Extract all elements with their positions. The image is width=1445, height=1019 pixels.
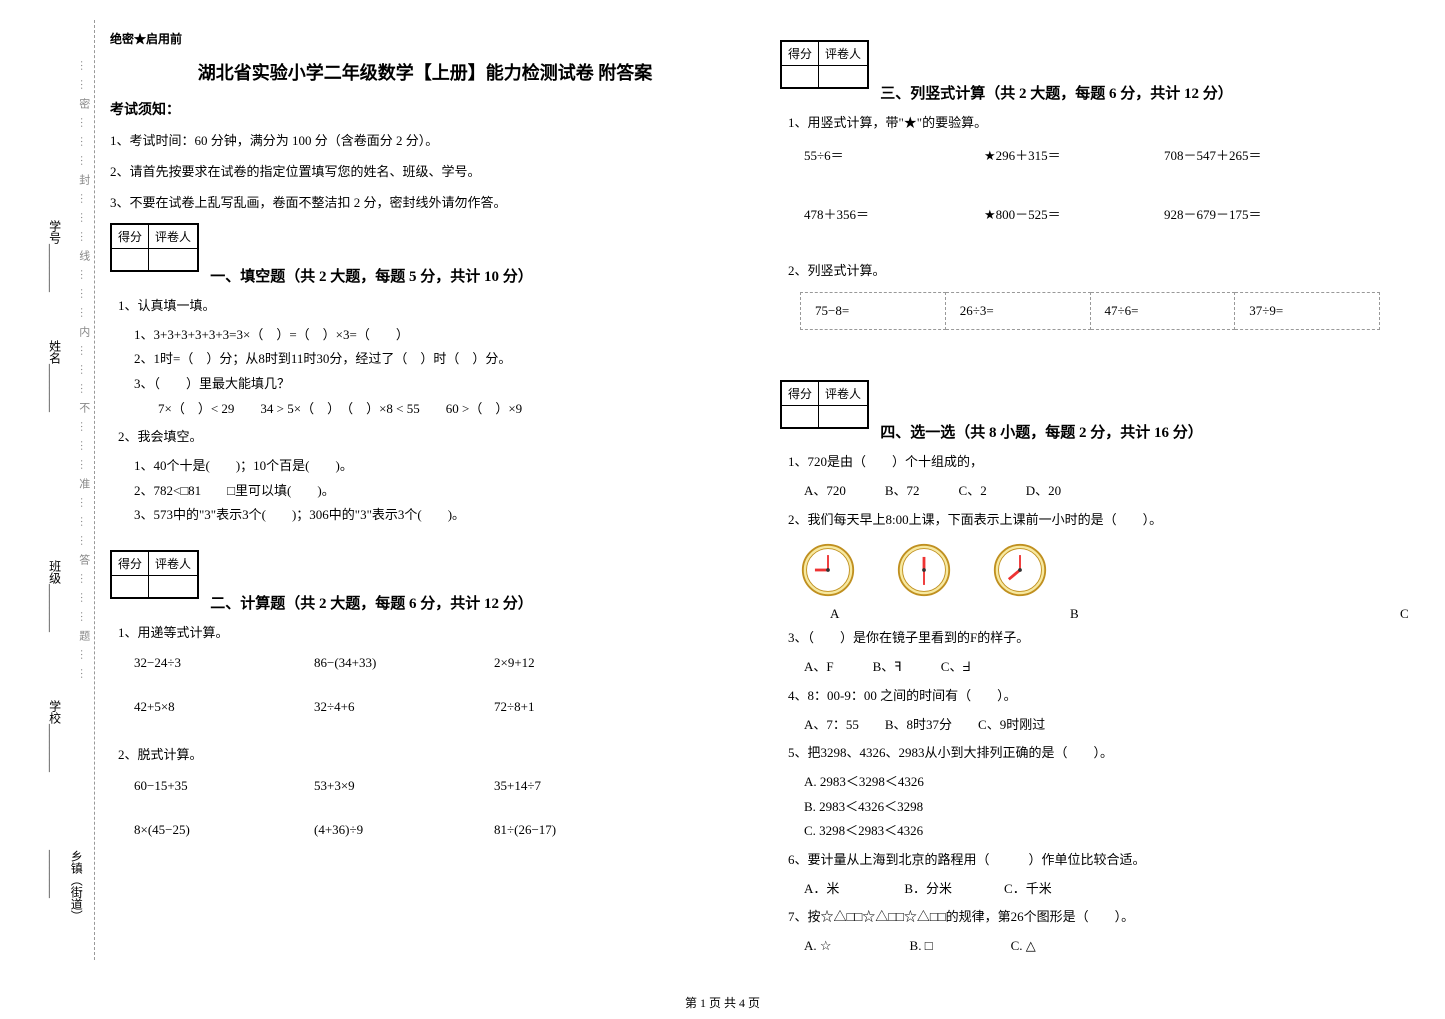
grader-label: 评卷人	[149, 225, 198, 249]
clock-labels: A B C	[830, 606, 1410, 622]
s1-q1: 1、认真填一填。	[118, 294, 740, 319]
s4-q2: 2、我们每天早上8:00上课，下面表示上课前一小时的是（ ）。	[788, 508, 1410, 533]
s3-q2: 2、列竖式计算。	[788, 259, 1410, 284]
seal-line-text: ……密………封………线………内………不………准………答………题……	[73, 60, 93, 960]
s4-q5b: B. 2983＜4326＜3298	[804, 795, 1410, 820]
clock-row	[800, 542, 1410, 598]
table-cell: 47÷6=	[1090, 292, 1235, 329]
s2-row2: 42+5×8 32÷4+6 72÷8+1	[134, 699, 740, 715]
s1-q1-3a: 7×（ ）< 29 34 > 5×（ ） （ ）×8 < 55 60 >（ ）×…	[158, 397, 740, 422]
section-2-title: 二、计算题（共 2 大题，每题 6 分，共计 12 分）	[210, 592, 533, 613]
calc-cell: 32−24÷3	[134, 655, 254, 671]
section-1-header: 得分评卷人 一、填空题（共 2 大题，每题 5 分，共计 10 分）	[110, 223, 740, 286]
calc-cell: 55÷6＝	[804, 145, 924, 164]
clock-label-b: B	[1070, 606, 1400, 622]
confidential-label: 绝密★启用前	[110, 30, 740, 47]
s2-row3: 60−15+35 53+3×9 35+14÷7	[134, 778, 740, 794]
clock-icon-c	[992, 542, 1048, 598]
calc-cell: 86−(34+33)	[314, 655, 434, 671]
calc-cell: ★296＋315＝	[984, 145, 1104, 164]
s1-q1-2: 2、1时=（ ）分；从8时到11时30分，经过了（ ）时（ ）分。	[134, 347, 740, 372]
table-cell: 26÷3=	[945, 292, 1090, 329]
s2-row4: 8×(45−25) (4+36)÷9 81÷(26−17)	[134, 822, 740, 838]
clock-icon-b	[896, 542, 952, 598]
binding-name: 姓名________	[43, 340, 65, 412]
s4-q5a: A. 2983＜3298＜4326	[804, 770, 1410, 795]
notice-1: 1、考试时间：60 分钟，满分为 100 分（含卷面分 2 分）。	[110, 131, 740, 152]
s4-q3-options: A、F B、ꟻ C、ᖵ	[804, 655, 1410, 680]
s4-q1-options: A、720 B、72 C、2 D、20	[804, 479, 1410, 504]
right-column: 得分评卷人 三、列竖式计算（共 2 大题，每题 6 分，共计 12 分） 1、用…	[780, 30, 1410, 959]
s4-q1: 1、720是由（ ）个十组成的，	[788, 450, 1410, 475]
s1-q2: 2、我会填空。	[118, 425, 740, 450]
page-footer: 第 1 页 共 4 页	[0, 994, 1445, 1011]
calc-cell: 928－679－175＝	[1164, 204, 1284, 223]
calc-cell: (4+36)÷9	[314, 822, 434, 838]
s3-row2: 478＋356＝ ★800－525＝ 928－679－175＝	[804, 204, 1410, 223]
vertical-calc-table: 75−8= 26÷3= 47÷6= 37÷9=	[800, 292, 1380, 330]
s1-q1-1: 1、3+3+3+3+3+3=3×（ ）=（ ）×3=（ ）	[134, 323, 740, 348]
binding-margin: 乡镇（街道）________ 学校________ 班级________ 姓名_…	[15, 20, 95, 960]
section-3-header: 得分评卷人 三、列竖式计算（共 2 大题，每题 6 分，共计 12 分）	[780, 40, 1410, 103]
s4-q7-options: A. ☆ B. □ C. △	[804, 934, 1410, 959]
notice-2: 2、请首先按要求在试卷的指定位置填写您的姓名、班级、学号。	[110, 162, 740, 183]
calc-cell: 8×(45−25)	[134, 822, 254, 838]
s1-q2-1: 1、40个十是( )；10个百是( )。	[134, 454, 740, 479]
section-2-header: 得分评卷人 二、计算题（共 2 大题，每题 6 分，共计 12 分）	[110, 550, 740, 613]
clock-icon-a	[800, 542, 856, 598]
binding-school: 学校________	[43, 700, 65, 772]
calc-cell: 72÷8+1	[494, 699, 614, 715]
calc-cell: 53+3×9	[314, 778, 434, 794]
calc-cell: 81÷(26−17)	[494, 822, 614, 838]
s4-q4: 4、8：00-9：00 之间的时间有（ ）。	[788, 684, 1410, 709]
s2-q1: 1、用递等式计算。	[118, 621, 740, 646]
score-box-3: 得分评卷人	[780, 40, 869, 89]
page-title: 湖北省实验小学二年级数学【上册】能力检测试卷 附答案	[110, 59, 740, 85]
s3-row1: 55÷6＝ ★296＋315＝ 708－547＋265＝	[804, 145, 1410, 164]
s4-q5c: C. 3298＜2983＜4326	[804, 819, 1410, 844]
section-4-header: 得分评卷人 四、选一选（共 8 小题，每题 2 分，共计 16 分）	[780, 380, 1410, 443]
s4-q4-options: A、7：55 B、8时37分 C、9时刚过	[804, 713, 1410, 738]
s4-q6-options: A．米 B．分米 C．千米	[804, 877, 1410, 902]
section-1-title: 一、填空题（共 2 大题，每题 5 分，共计 10 分）	[210, 265, 533, 286]
table-cell: 37÷9=	[1235, 292, 1380, 329]
binding-id: 学号________	[43, 220, 65, 292]
section-4-title: 四、选一选（共 8 小题，每题 2 分，共计 16 分）	[880, 421, 1203, 442]
score-box-4: 得分评卷人	[780, 380, 869, 429]
notice-head: 考试须知：	[110, 99, 740, 119]
calc-cell: 2×9+12	[494, 655, 614, 671]
calc-cell: 60−15+35	[134, 778, 254, 794]
s4-q7: 7、按☆△□□☆△□□☆△□□的规律，第26个图形是（ ）。	[788, 905, 1410, 930]
score-label: 得分	[112, 225, 149, 249]
binding-class: 班级________	[43, 560, 65, 632]
score-box-2: 得分评卷人	[110, 550, 199, 599]
clock-label-c: C	[1400, 606, 1409, 622]
s1-q2-2: 2、782<□81 □里可以填( )。	[134, 479, 740, 504]
s4-q6: 6、要计量从上海到北京的路程用（ ）作单位比较合适。	[788, 848, 1410, 873]
s2-q2: 2、脱式计算。	[118, 743, 740, 768]
section-3-title: 三、列竖式计算（共 2 大题，每题 6 分，共计 12 分）	[880, 82, 1233, 103]
s4-q5: 5、把3298、4326、2983从小到大排列正确的是（ ）。	[788, 741, 1410, 766]
clock-label-a: A	[830, 606, 1070, 622]
calc-cell: ★800－525＝	[984, 204, 1104, 223]
s3-q1: 1、用竖式计算，带"★"的要验算。	[788, 111, 1410, 136]
s2-row1: 32−24÷3 86−(34+33) 2×9+12	[134, 655, 740, 671]
table-cell: 75−8=	[801, 292, 946, 329]
calc-cell: 32÷4+6	[314, 699, 434, 715]
s1-q1-3: 3、（ ）里最大能填几？	[134, 372, 740, 397]
calc-cell: 42+5×8	[134, 699, 254, 715]
left-column: 绝密★启用前 湖北省实验小学二年级数学【上册】能力检测试卷 附答案 考试须知： …	[110, 30, 740, 959]
s4-q3: 3、（ ）是你在镜子里看到的F的样子。	[788, 626, 1410, 651]
s1-q2-3: 3、573中的"3"表示3个( )；306中的"3"表示3个( )。	[134, 503, 740, 528]
score-box-1: 得分评卷人	[110, 223, 199, 272]
notice-3: 3、不要在试卷上乱写乱画，卷面不整洁扣 2 分，密封线外请勿作答。	[110, 193, 740, 214]
calc-cell: 708－547＋265＝	[1164, 145, 1284, 164]
calc-cell: 35+14÷7	[494, 778, 614, 794]
calc-cell: 478＋356＝	[804, 204, 924, 223]
